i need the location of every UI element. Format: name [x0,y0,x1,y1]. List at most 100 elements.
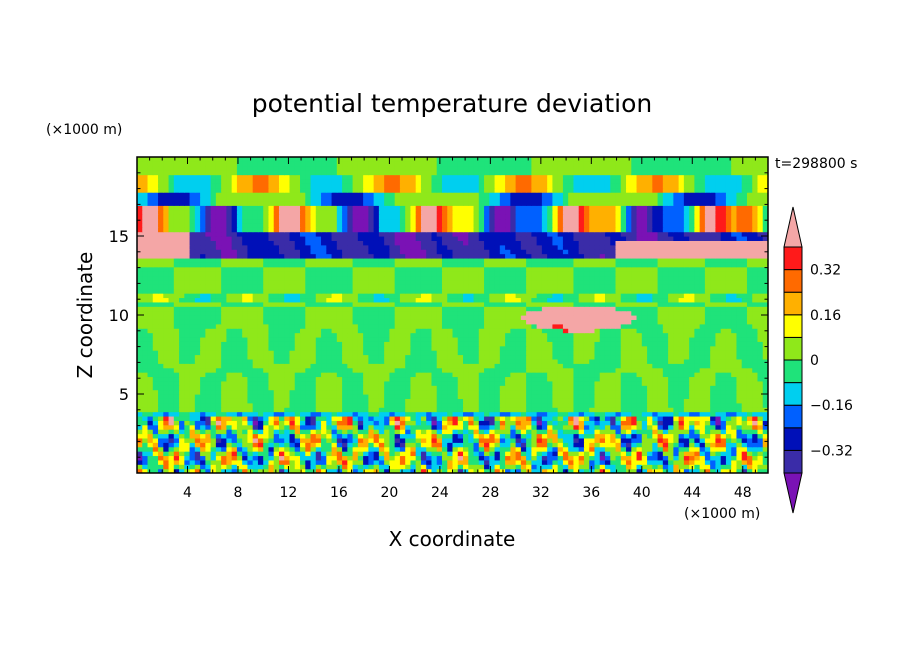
heatmap-cell [205,372,212,378]
heatmap-cell [568,354,575,360]
heatmap-cell [631,442,638,448]
heatmap-cell [752,459,759,465]
heatmap-cell [158,394,164,399]
heatmap-cell [315,451,322,457]
heatmap-cell [357,398,364,404]
heatmap-cell [610,464,617,470]
heatmap-cell [273,455,280,461]
heatmap-cell [610,394,617,399]
heatmap-cell [342,402,348,408]
heatmap-cell [505,402,511,408]
heatmap-cell [436,319,443,325]
heatmap-cell [252,385,259,391]
heatmap-cell [273,394,280,399]
heatmap-cell [300,367,306,373]
heatmap-cell [578,468,585,473]
heatmap-cell [273,389,280,395]
heatmap-cell [599,306,606,312]
heatmap-cell [410,389,417,395]
heatmap-cell [689,310,695,316]
heatmap-cell [573,350,580,356]
heatmap-cell [636,429,643,435]
heatmap-cell [242,411,249,417]
heatmap-cell [715,455,722,461]
heatmap-cell [221,442,227,448]
heatmap-cell [552,319,559,325]
heatmap-cell [615,372,622,378]
heatmap-cell [604,415,611,421]
heatmap-cell [352,389,359,395]
heatmap-cell [610,385,617,391]
heatmap-cell [562,415,569,421]
heatmap-cell [562,323,569,329]
heatmap-cell [194,411,201,417]
heatmap-cell [152,354,159,360]
heatmap-cell [194,385,201,391]
heatmap-cell [389,411,396,417]
heatmap-cell [426,297,433,303]
heatmap-cell [289,350,296,356]
heatmap-cell [725,354,732,360]
heatmap-cell [242,336,249,342]
heatmap-cell [457,459,464,465]
heatmap-cell [173,350,180,356]
heatmap-cell [463,367,469,373]
heatmap-cell [746,293,753,299]
heatmap-cell [678,415,685,421]
heatmap-cell [573,429,580,435]
heatmap-cell [620,459,627,465]
heatmap-cell [415,459,422,465]
heatmap-cell [373,297,380,303]
heatmap-cell [452,437,459,443]
heatmap-cell [568,376,575,382]
heatmap-cell [399,350,406,356]
heatmap-cell [179,455,185,461]
heatmap-cell [368,415,375,421]
heatmap-cell [378,306,385,312]
heatmap-cell [252,446,259,452]
heatmap-cell [215,372,222,378]
heatmap-cell [184,442,191,448]
heatmap-cell [478,332,485,338]
heatmap-cell [694,464,701,470]
heatmap-cell [752,455,759,461]
heatmap-cell [257,306,264,312]
heatmap-cell [489,459,496,465]
heatmap-cell [352,415,359,421]
heatmap-cell [215,306,222,312]
heatmap-cell [678,332,685,338]
heatmap-cell [273,332,280,338]
heatmap-cell [321,297,327,303]
heatmap-cell [515,389,522,395]
heatmap-cell [494,394,501,399]
heatmap-cell [168,424,175,430]
heatmap-cell [315,315,322,320]
heatmap-cell [683,398,690,404]
heatmap-cell [520,398,527,404]
heatmap-cell [673,372,680,378]
heatmap-cell [599,398,606,404]
heatmap-cell [704,380,711,386]
heatmap-cell [463,332,469,338]
heatmap-cell [547,385,554,391]
heatmap-cell [215,363,222,369]
heatmap-cell [315,446,322,452]
heatmap-cell [147,433,154,439]
heatmap-cell [173,336,180,342]
heatmap-cell [626,455,632,461]
heatmap-cell [426,389,433,395]
heatmap-cell [568,310,575,316]
heatmap-cell [668,363,674,369]
heatmap-cell [431,297,438,303]
heatmap-cell [373,372,380,378]
heatmap-cell [179,288,185,294]
heatmap-cell [236,411,243,417]
heatmap-cell [568,407,575,413]
heatmap-cell [247,350,254,356]
heatmap-cell [231,328,238,334]
heatmap-cell [210,315,217,320]
heatmap-cell [473,455,480,461]
heatmap-cell [647,315,653,320]
heatmap-cell [384,407,390,413]
heatmap-cell [699,358,706,364]
